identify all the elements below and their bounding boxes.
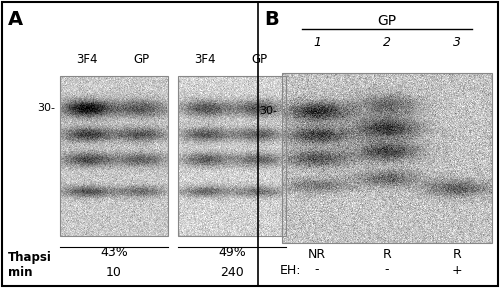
Text: 2: 2 (383, 36, 391, 49)
Text: GP: GP (251, 53, 267, 66)
Text: min: min (8, 266, 32, 278)
Text: R: R (382, 247, 392, 261)
Text: 3: 3 (453, 36, 461, 49)
Text: 49%: 49% (218, 246, 246, 259)
Text: 43%: 43% (100, 246, 128, 259)
Text: GP: GP (133, 53, 149, 66)
Text: 240: 240 (220, 266, 244, 278)
Text: GP: GP (378, 14, 396, 28)
Bar (178, 76, 286, 236)
Text: 1: 1 (313, 36, 321, 49)
Text: A: A (8, 10, 23, 29)
Text: R: R (452, 247, 462, 261)
Text: -: - (315, 264, 320, 276)
Text: 10: 10 (106, 266, 122, 278)
Text: NR: NR (308, 247, 326, 261)
Text: -: - (385, 264, 389, 276)
Text: EH:: EH: (280, 264, 301, 276)
Bar (60, 76, 168, 236)
Text: 3F4: 3F4 (194, 53, 216, 66)
Bar (282, 73, 492, 243)
Text: B: B (264, 10, 279, 29)
Text: +: + (452, 264, 462, 276)
Text: 30-: 30- (37, 103, 55, 113)
Text: 30-: 30- (259, 106, 277, 116)
Text: 3F4: 3F4 (76, 53, 98, 66)
Text: Thapsi: Thapsi (8, 251, 52, 264)
